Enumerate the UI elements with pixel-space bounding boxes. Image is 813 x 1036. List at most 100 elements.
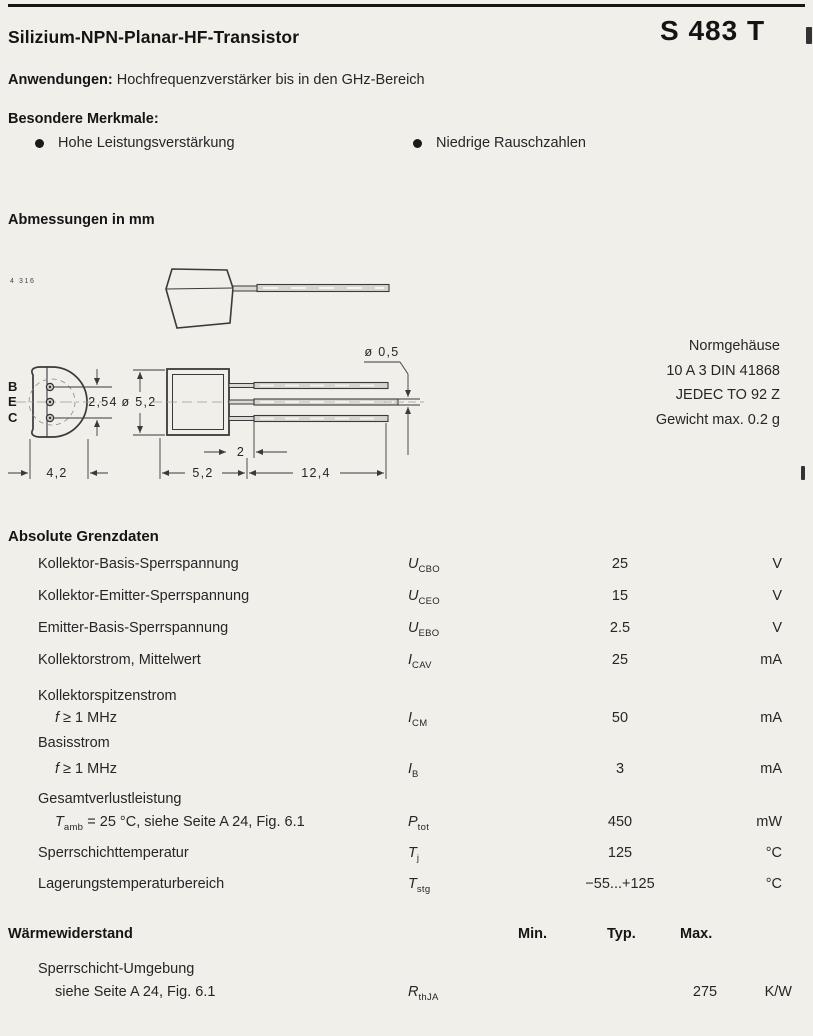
page-title: Silizium-NPN-Planar-HF-Transistor (8, 27, 300, 47)
dim-lead-diameter-label: ø 0,5 (365, 345, 400, 359)
symbol-subscript: CAV (412, 659, 432, 671)
thermal-heading: Wärmewiderstand (8, 926, 133, 942)
pin-label-c: C (8, 410, 18, 425)
rating-symbol: Tj (408, 845, 419, 864)
symbol-base: U (408, 588, 419, 604)
package-drawing: 4 316 B E (8, 268, 424, 480)
dim-lead-section: 2 (204, 422, 287, 459)
dim-body-depth-label: 4,2 (46, 466, 67, 480)
thermal-condition: siehe Seite A 24, Fig. 6.1 (55, 984, 216, 1000)
dim-lead-section-label: 2 (237, 445, 245, 459)
rating-symbol: UCBO (408, 556, 440, 575)
symbol-subscript: thJA (418, 991, 439, 1003)
figure-code: 4 316 (10, 278, 36, 285)
dim-body-width-label: 5,2 (192, 466, 213, 480)
rating-unit: °C (765, 876, 782, 892)
rating-unit: V (772, 588, 782, 604)
rating-symbol: ICAV (408, 652, 432, 671)
rating-label: Emitter-Basis-Sperrspannung (38, 620, 229, 636)
symbol-base: P (408, 814, 418, 830)
features-heading: Besondere Merkmale: (8, 111, 159, 127)
dim-lead-diameter: ø 0,5 (364, 345, 424, 455)
column-header-min: Min. (518, 926, 547, 942)
package-info-line: Gewicht max. 0.2 g (655, 411, 780, 428)
rating-label: Kollektorstrom, Mittelwert (38, 652, 201, 668)
dim-lead-length-label: 12,4 (301, 466, 331, 480)
thermal-unit: K/W (764, 984, 792, 1000)
rating-label: Kollektor-Emitter-Sperrspannung (38, 588, 250, 604)
rating-value: 3 (615, 761, 625, 777)
rating-unit: V (772, 620, 782, 636)
condition-italic: f (55, 761, 60, 777)
rating-label: Sperrschichttemperatur (38, 845, 189, 861)
rating-value: 25 (611, 556, 629, 572)
rating-symbol: UCEO (408, 588, 440, 607)
condition-italic: f (55, 710, 60, 726)
symbol-base: I (408, 761, 413, 777)
rating-symbol: Tstg (408, 876, 430, 895)
rating-unit: °C (765, 845, 782, 861)
package-info-line: JEDEC TO 92 Z (675, 387, 780, 404)
symbol-base: U (408, 620, 419, 636)
package-front-view (152, 368, 399, 436)
rating-symbol: Ptot (408, 814, 429, 833)
applications-line: Anwendungen: Hochfrequenzverstärker bis … (8, 72, 425, 88)
rating-symbol: ICM (408, 710, 427, 729)
rating-value: 15 (611, 588, 629, 604)
symbol-base: T (408, 876, 417, 892)
rating-value: 50 (611, 710, 629, 726)
thermal-label: Sperrschicht-Umgebung (38, 961, 195, 977)
rating-value: 125 (607, 845, 633, 861)
package-bottom-view: B E C (8, 366, 106, 438)
rating-label: Lagerungstemperaturbereich (38, 876, 225, 892)
rating-value: −55...+125 (585, 876, 655, 892)
rating-unit: V (772, 556, 782, 572)
rating-label: Kollektor-Basis-Sperrspannung (38, 556, 239, 572)
dim-body-diameter-label: ø 5,2 (122, 395, 157, 409)
symbol-subscript: EBO (418, 627, 440, 639)
scan-edge-artifact (801, 466, 805, 480)
column-header-max: Max. (680, 926, 713, 942)
applications-text: Hochfrequenzverstärker bis in den GHz-Be… (116, 72, 425, 88)
rating-symbol: IB (408, 761, 419, 780)
symbol-base: U (408, 556, 419, 572)
rating-condition: f ≥ 1 MHz (55, 761, 117, 777)
feature-item: Hohe Leistungsverstärkung (35, 135, 235, 151)
dim-pin-pitch: 2,54 (53, 369, 118, 436)
condition-text: = 25 °C, siehe Seite A 24, Fig. 6.1 (83, 814, 305, 830)
condition-italic: T (55, 814, 64, 830)
symbol-base: I (408, 652, 413, 668)
feature-item: Niedrige Rauschzahlen (413, 135, 586, 151)
condition-text: ≥ 1 MHz (59, 761, 117, 777)
rating-value: 450 (607, 814, 633, 830)
pin-label-e: E (8, 394, 17, 409)
column-header-typ: Typ. (607, 926, 636, 942)
rating-label: Kollektorspitzenstrom (38, 688, 177, 704)
symbol-subscript: CBO (418, 563, 440, 575)
package-top-view (165, 268, 390, 329)
thermal-max-value: 275 (692, 984, 718, 1000)
rating-unit: mW (756, 814, 782, 830)
part-number: S 483 T (660, 15, 766, 46)
rating-unit: mA (760, 652, 782, 668)
dimensions-heading: Abmessungen in mm (8, 212, 155, 228)
condition-subscript: amb (63, 821, 84, 833)
symbol-base: T (408, 845, 417, 861)
rating-value: 25 (611, 652, 629, 668)
rating-condition: f ≥ 1 MHz (55, 710, 117, 726)
symbol-base: I (408, 710, 413, 726)
rating-unit: mA (760, 761, 782, 777)
symbol-subscript: B (412, 768, 419, 780)
symbol-subscript: j (416, 852, 420, 864)
rating-label: Basisstrom (38, 735, 110, 751)
package-info-line: Normgehäuse (688, 338, 780, 354)
rating-condition: Tamb = 25 °C, siehe Seite A 24, Fig. 6.1 (55, 814, 305, 833)
dim-bottom-row: 4,2 5,2 12,4 (8, 423, 387, 480)
package-info: Normgehäuse 10 A 3 DIN 41868 JEDEC TO 92… (540, 334, 780, 432)
dim-pin-pitch-label: 2,54 (88, 395, 118, 409)
pin-label-b: B (8, 379, 17, 394)
thermal-symbol: RthJA (408, 984, 439, 1003)
scan-edge-artifact (806, 27, 812, 44)
top-rule (8, 4, 805, 7)
